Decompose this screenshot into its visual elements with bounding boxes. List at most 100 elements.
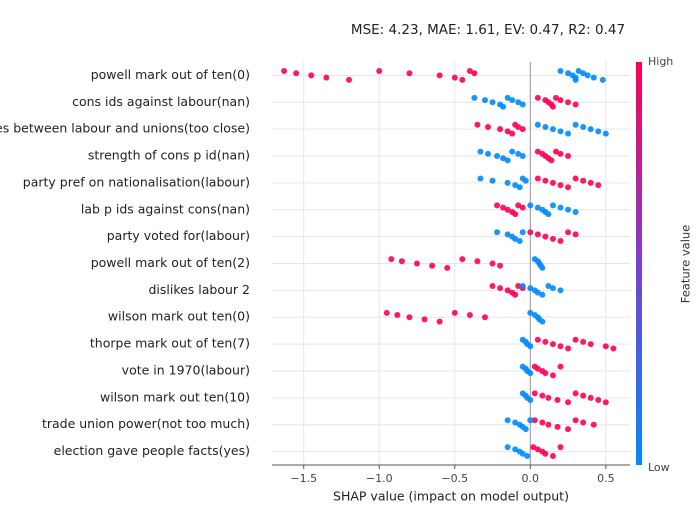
shap-point — [474, 121, 481, 128]
shap-point — [590, 421, 597, 428]
feature-label: lab p ids against cons(nan) — [81, 201, 250, 216]
shap-point — [504, 417, 511, 424]
shap-point — [572, 336, 579, 343]
shap-point — [572, 175, 579, 182]
shap-point — [500, 103, 507, 110]
shap-point — [580, 419, 587, 426]
shap-point — [572, 121, 579, 128]
shap-point — [512, 235, 519, 242]
shap-point — [497, 126, 504, 133]
shap-point — [549, 202, 556, 209]
shap-point — [557, 287, 564, 294]
shap-point — [580, 123, 587, 130]
shap-point — [587, 341, 594, 348]
shap-point — [534, 204, 541, 211]
shap-point — [500, 204, 507, 211]
shap-point — [527, 343, 534, 350]
shap-point — [534, 231, 541, 238]
shap-point — [293, 70, 300, 77]
shap-point — [557, 204, 564, 211]
shap-point — [509, 148, 516, 155]
shap-point — [542, 233, 549, 240]
shap-point — [497, 285, 504, 292]
shap-point — [504, 128, 511, 135]
shap-point — [527, 229, 534, 236]
shap-point — [534, 94, 541, 101]
shap-point — [414, 260, 421, 267]
shap-point — [545, 394, 552, 401]
shap-point — [459, 256, 466, 263]
shap-point — [504, 179, 511, 186]
shap-point — [554, 423, 561, 430]
feature-label: party pref on nationalisation(labour) — [23, 174, 250, 189]
shap-point — [451, 309, 458, 316]
shap-point — [516, 238, 523, 245]
shap-point — [444, 264, 451, 271]
shap-point — [509, 97, 516, 104]
shap-point — [504, 231, 511, 238]
shap-point — [481, 97, 488, 104]
shap-point — [527, 202, 534, 209]
shap-point — [527, 417, 534, 424]
colorbar-label: Feature value — [679, 225, 693, 304]
shap-point — [587, 394, 594, 401]
shap-point — [595, 128, 602, 135]
shap-point — [346, 76, 353, 83]
shap-point — [515, 99, 522, 106]
x-tick-label: −0.5 — [441, 472, 468, 485]
shap-point — [539, 291, 546, 298]
shap-point — [512, 446, 519, 453]
feature-label: vote in 1970(labour) — [122, 362, 250, 377]
shap-point — [398, 258, 405, 265]
feature-label: ties between labour and unions(too close… — [0, 121, 250, 136]
shap-point — [504, 94, 511, 101]
shap-point — [554, 397, 561, 404]
shap-point — [565, 70, 572, 77]
shap-point — [557, 150, 564, 157]
shap-point — [489, 260, 496, 267]
shap-point — [565, 99, 572, 106]
shap-point — [485, 123, 492, 130]
shap-point — [548, 157, 555, 164]
shap-point — [519, 153, 526, 160]
x-tick-label: −1.5 — [290, 472, 317, 485]
shap-point — [531, 417, 538, 424]
shap-point — [504, 206, 511, 213]
shap-point — [549, 126, 556, 133]
feature-label: dislikes labour 2 — [148, 282, 250, 297]
shap-point — [436, 72, 443, 79]
shap-point — [587, 179, 594, 186]
shap-point — [565, 426, 572, 433]
shap-point — [539, 419, 546, 426]
shap-point — [500, 155, 507, 162]
x-tick-label: 0.5 — [597, 472, 615, 485]
shap-point — [527, 397, 534, 404]
shap-point — [545, 421, 552, 428]
shap-point — [545, 211, 552, 218]
shap-point — [572, 76, 579, 83]
chart-title: MSE: 4.23, MAE: 1.61, EV: 0.47, R2: 0.47 — [351, 22, 625, 38]
shap-point — [519, 282, 526, 289]
shap-point — [595, 397, 602, 404]
shap-point — [602, 343, 609, 350]
shap-point — [485, 150, 492, 157]
shap-point — [595, 182, 602, 189]
shap-point — [542, 177, 549, 184]
shap-point — [515, 282, 522, 289]
shap-point — [281, 68, 288, 75]
shap-point — [557, 343, 564, 350]
shap-point — [512, 211, 519, 218]
shap-point — [466, 68, 473, 75]
shap-point — [549, 103, 556, 110]
shap-point — [587, 126, 594, 133]
shap-point — [565, 130, 572, 137]
shap-point — [481, 314, 488, 321]
shap-point — [534, 446, 541, 453]
shap-point — [489, 177, 496, 184]
shap-point — [572, 417, 579, 424]
shap-point — [549, 235, 556, 242]
shap-point — [477, 148, 484, 155]
shap-point — [557, 128, 564, 135]
shap-point — [516, 184, 523, 191]
